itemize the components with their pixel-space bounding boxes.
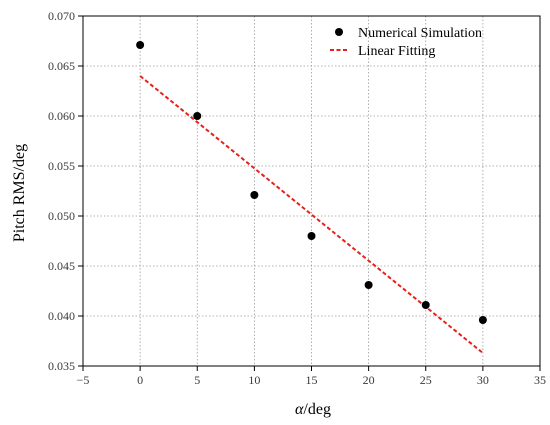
x-tick-label: 35	[534, 373, 546, 387]
y-tick-label: 0.050	[48, 209, 75, 223]
data-point	[193, 112, 202, 120]
legend-label-numerical-simulation: Numerical Simulation	[358, 26, 482, 41]
x-axis-title: α/deg	[295, 401, 331, 418]
x-tick-label: 30	[477, 373, 489, 387]
y-tick-label: 0.070	[48, 9, 75, 23]
y-axis-title: Pitch RMS/deg	[11, 144, 28, 242]
y-tick-label: 0.060	[48, 109, 75, 123]
x-tick-label: 5	[194, 373, 200, 387]
y-tick-label: 0.055	[48, 159, 75, 173]
data-point	[250, 191, 259, 199]
x-tick-label: 25	[420, 373, 432, 387]
y-tick-label: 0.035	[48, 359, 75, 373]
y-tick-label: 0.040	[48, 309, 75, 323]
grid	[83, 16, 540, 366]
x-axis-title-unit: /deg	[303, 401, 331, 418]
y-tick-label: 0.045	[48, 259, 75, 273]
data-point	[478, 316, 487, 324]
axes: −5 0 5 10 15 20 25 30 35 0.035 0.040 0.045 0.050 0.05…	[48, 9, 546, 387]
x-axis-title-symbol: α	[295, 401, 304, 418]
data-point	[307, 232, 316, 240]
legend-marker-numerical-simulation	[335, 28, 343, 36]
points-layer	[136, 41, 487, 324]
x-tick-label: 10	[248, 373, 260, 387]
x-tick-label: 15	[306, 373, 318, 387]
data-point	[136, 41, 145, 49]
x-tick-label: −5	[77, 373, 90, 387]
data-point	[421, 301, 430, 309]
y-tick-label: 0.065	[48, 59, 75, 73]
x-tick-label: 0	[137, 373, 143, 387]
legend: Numerical Simulation Linear Fitting	[330, 26, 482, 59]
legend-label-linear-fitting: Linear Fitting	[358, 44, 435, 59]
x-tick-label: 20	[363, 373, 375, 387]
data-point	[364, 281, 373, 289]
